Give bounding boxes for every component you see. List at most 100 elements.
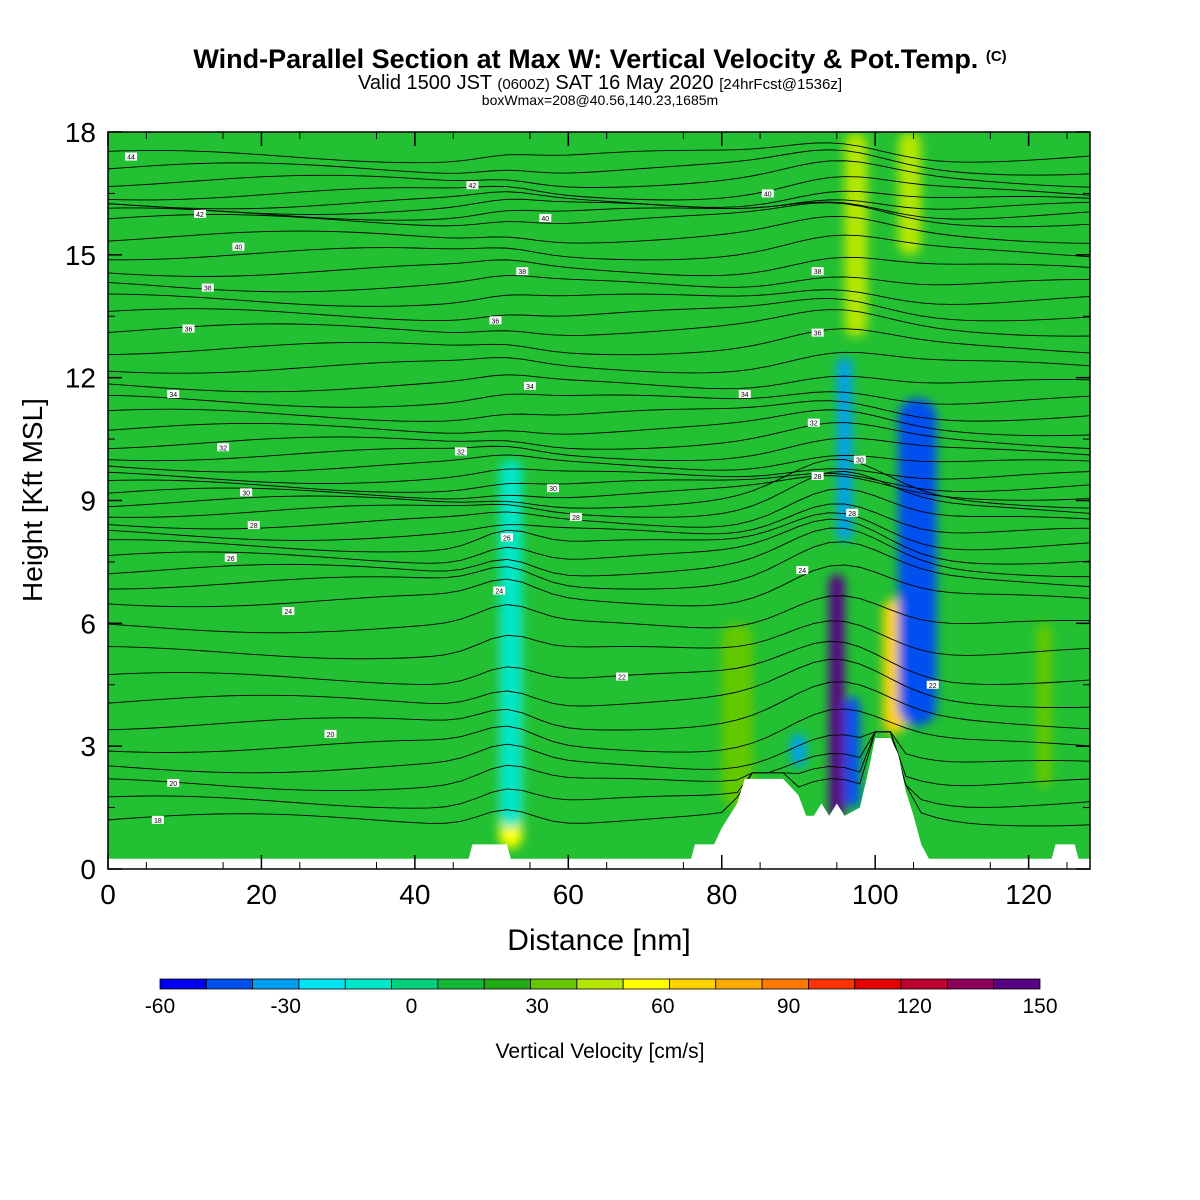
contour-label-bg: [796, 566, 809, 575]
y-tick-label: 12: [65, 363, 96, 394]
y-tick-label: 6: [80, 608, 96, 639]
x-tick-label: 80: [706, 879, 737, 910]
contour-label: 30: [549, 486, 557, 493]
velocity-cell: [898, 398, 937, 726]
x-axis-ticks: 0 20 40 60 80 100 120: [100, 132, 1068, 910]
contour-label: 34: [169, 392, 177, 399]
colorbar-swatch: [298, 978, 346, 990]
contour-label-bg: [846, 508, 859, 517]
theta-contour: [108, 564, 1090, 608]
theta-contour: [108, 503, 1090, 541]
colorbar-swatch: [761, 978, 809, 990]
contour-label-bg: [167, 779, 180, 788]
contour-label: 40: [764, 191, 772, 198]
contour-label: 40: [235, 245, 243, 252]
colorbar-swatch: [669, 978, 717, 990]
contour-label: 36: [814, 331, 822, 338]
x-tick-label: 40: [399, 879, 430, 910]
colorbar-tick-label: 150: [1022, 995, 1057, 1018]
theta-contour: [108, 409, 1090, 437]
theta-contour: [108, 256, 1090, 277]
copyright-mark: (C): [985, 48, 1007, 65]
colorbar-swatch: [622, 978, 670, 990]
contour-label: 36: [492, 318, 500, 325]
theta-contour: [108, 289, 1090, 307]
velocity-cell: [790, 733, 807, 767]
velocity-cell: [499, 459, 523, 829]
colorbar-swatch: [252, 978, 300, 990]
theta-contour: [108, 595, 1090, 634]
contour-label: 32: [219, 445, 227, 452]
y-tick-label: 9: [80, 486, 96, 517]
colorbar-swatch: [530, 978, 578, 990]
velocity-cell: [1036, 623, 1052, 788]
contour-label-bg: [194, 209, 207, 218]
theta-contour: [108, 527, 1090, 578]
x-tick-label: 120: [1005, 879, 1052, 910]
colorbar-swatch: [576, 978, 624, 990]
velocity-cell: [829, 574, 845, 820]
theta-contour: [108, 488, 1090, 530]
y-axis-label: Height [Kft MSL]: [17, 398, 48, 602]
colorbar-tick-label: 90: [777, 995, 800, 1018]
theta-contour: [108, 518, 1090, 565]
y-tick-label: 15: [65, 240, 96, 271]
theta-contour: [108, 658, 1090, 708]
contour-label-bg: [493, 586, 506, 595]
colorbar-swatch: [715, 978, 763, 990]
contour-label-bg: [738, 390, 751, 399]
contour-label-bg: [247, 521, 260, 530]
contour-label-bg: [182, 324, 195, 333]
theta-contour: [108, 468, 1090, 484]
colorbar-swatch: [900, 978, 948, 990]
contour-label: 20: [327, 732, 335, 739]
theta-contour: [108, 731, 1090, 791]
theta-contour: [108, 512, 1090, 553]
colorbar-swatch: [993, 978, 1041, 990]
valid-utc: (0600Z): [497, 76, 550, 93]
theta-contour: [108, 731, 1090, 809]
contour-label-bg: [516, 267, 529, 276]
theta-contour: [108, 437, 1090, 462]
x-axis-label: Distance [nm]: [507, 924, 690, 957]
contour-label-bg: [217, 443, 230, 452]
contour-label: 40: [541, 216, 549, 223]
colorbar-swatch: [483, 978, 531, 990]
contour-label: 42: [196, 212, 204, 219]
box-info: boxWmax=208@40.56,140.23,1685m: [481, 92, 719, 108]
theta-contour: [108, 328, 1090, 356]
theta-contour: [108, 620, 1090, 660]
theta-contour: [108, 459, 1090, 509]
contour-label: 28: [848, 511, 856, 518]
theta-contour: [108, 400, 1090, 422]
contour-label: 28: [572, 515, 580, 522]
contour-label-bg: [926, 680, 939, 689]
contour-label: 28: [250, 523, 258, 530]
colorbar-tick-label: 120: [897, 995, 932, 1018]
contour-label-bg: [324, 729, 337, 738]
valid-time: Valid 1500 JST: [357, 72, 492, 94]
theta-contour: [108, 681, 1090, 731]
velocity-cells: [499, 132, 1052, 849]
colorbar-swatch: [391, 978, 439, 990]
contour-label: 36: [185, 327, 193, 334]
contour-label-bg: [224, 553, 237, 562]
theta-contour: [108, 708, 1090, 753]
y-tick-label: 0: [80, 854, 96, 885]
plot-area: 44 42 42 40 40 40 38 38 38 36 36 36 34 34 34 32 32 32 30 30…: [108, 132, 1090, 869]
x-tick-label: 20: [246, 879, 277, 910]
contour-label-bg: [500, 533, 513, 542]
contour-label: 20: [169, 781, 177, 788]
theta-contour: [108, 234, 1090, 261]
contour-label: 26: [227, 556, 235, 563]
contour-label-bg: [811, 328, 824, 337]
theta-contour: [108, 422, 1090, 450]
contour-label: 30: [242, 490, 250, 497]
contour-label-bg: [151, 815, 164, 824]
theta-contour: [108, 176, 1090, 201]
valid-date: SAT 16 May 2020: [555, 72, 714, 94]
velocity-cell: [844, 132, 868, 337]
contour-label: 38: [518, 269, 526, 276]
contour-label: 44: [127, 155, 135, 162]
